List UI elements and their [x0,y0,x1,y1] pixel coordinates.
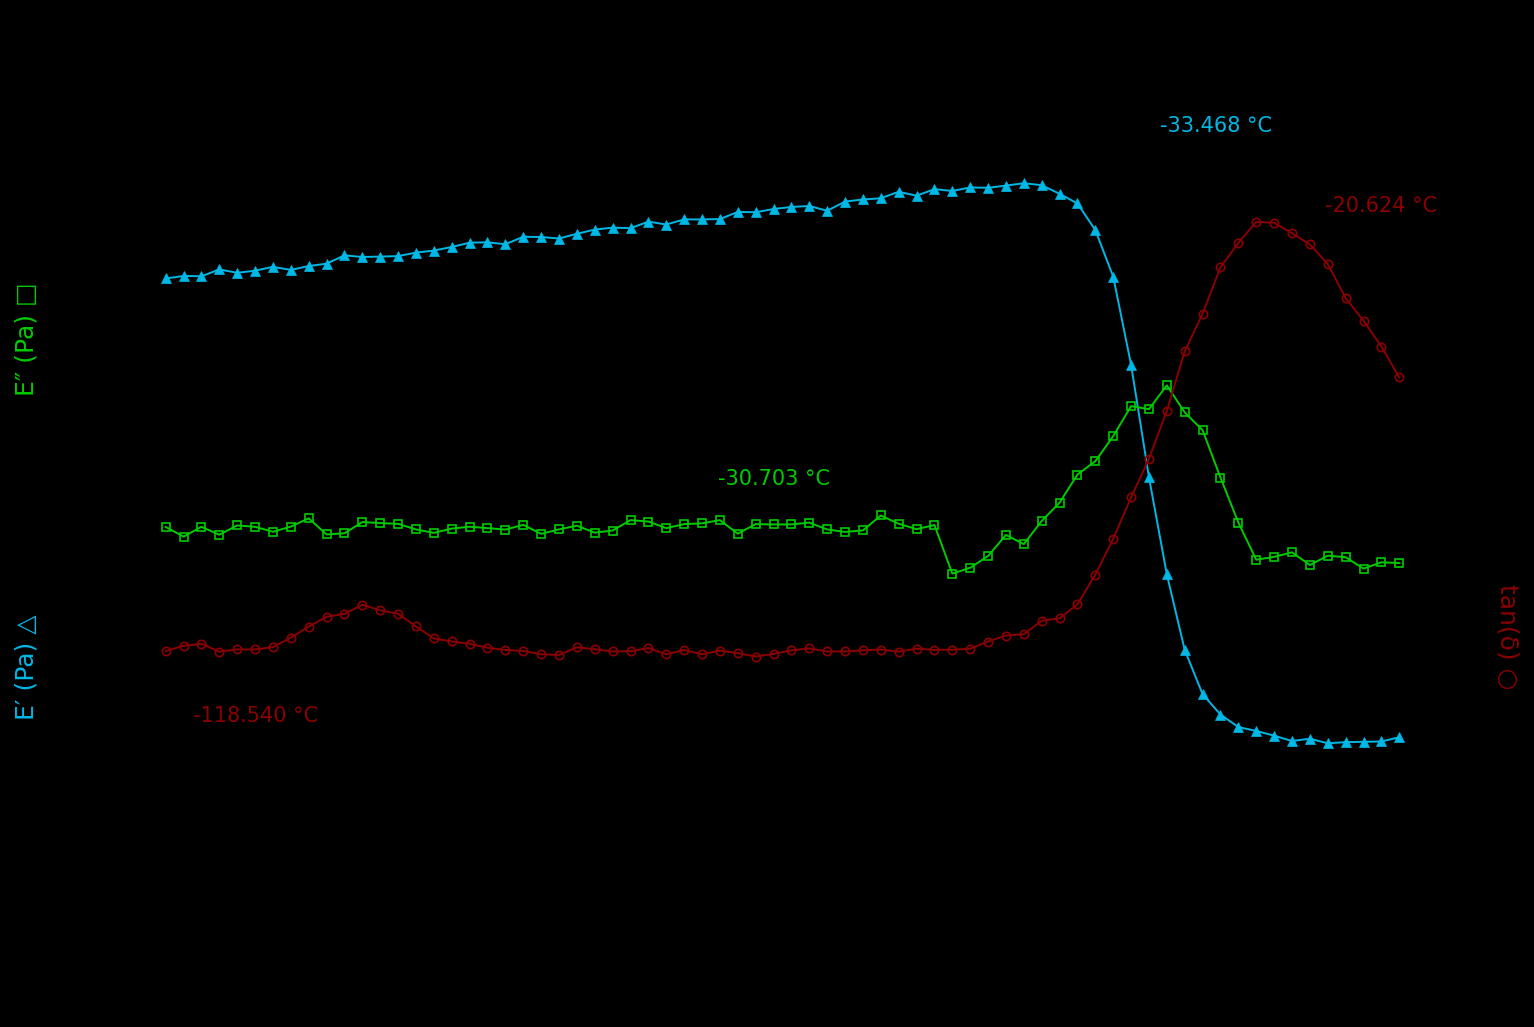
Text: tan(δ) ○: tan(δ) ○ [1496,584,1520,689]
Text: -33.468 °C: -33.468 °C [1160,116,1272,137]
Text: E′ (Pa) △: E′ (Pa) △ [14,615,38,720]
Text: -20.624 °C: -20.624 °C [1325,196,1437,216]
Text: E″ (Pa) □: E″ (Pa) □ [14,282,38,395]
Text: -30.703 °C: -30.703 °C [718,468,830,489]
Text: -118.540 °C: -118.540 °C [193,707,319,726]
